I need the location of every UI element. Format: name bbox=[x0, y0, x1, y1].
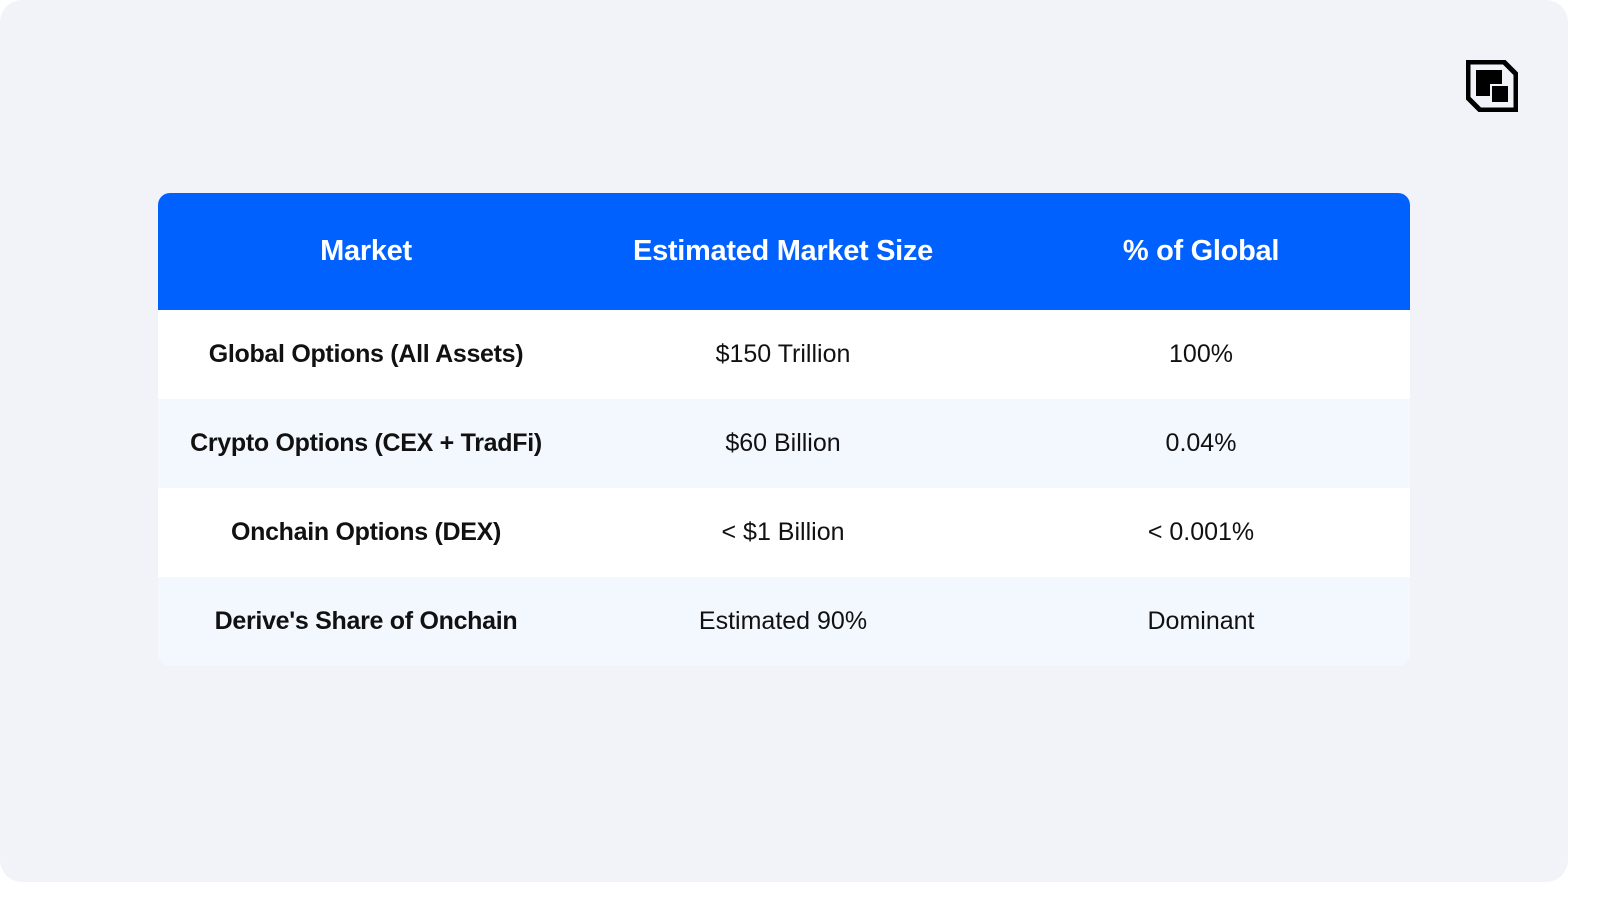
market-size-cell: $60 Billion bbox=[725, 429, 841, 457]
market-size-cell: $150 Trillion bbox=[715, 340, 851, 368]
slide-background: Market Estimated Market Size % of Global… bbox=[0, 0, 1568, 882]
column-header-market: Market bbox=[320, 235, 412, 267]
table-row: Global Options (All Assets) $150 Trillio… bbox=[158, 310, 1410, 399]
column-header-market-size: Estimated Market Size bbox=[633, 235, 933, 267]
column-header-percent-global: % of Global bbox=[1122, 235, 1280, 267]
table-row: Derive's Share of Onchain Estimated 90% … bbox=[158, 577, 1410, 666]
market-name-cell: Crypto Options (CEX + TradFi) bbox=[190, 429, 542, 457]
derive-logo-icon bbox=[1466, 60, 1518, 112]
percent-global-cell: 100% bbox=[1169, 340, 1233, 368]
market-name-cell: Global Options (All Assets) bbox=[208, 340, 524, 368]
percent-global-cell: < 0.001% bbox=[1147, 518, 1255, 546]
percent-global-cell: Dominant bbox=[1147, 607, 1255, 635]
table-row: Crypto Options (CEX + TradFi) $60 Billio… bbox=[158, 399, 1410, 488]
market-table: Market Estimated Market Size % of Global… bbox=[158, 193, 1410, 666]
table-header-row: Market Estimated Market Size % of Global bbox=[158, 193, 1410, 310]
market-size-cell: Estimated 90% bbox=[698, 607, 868, 635]
percent-global-cell: 0.04% bbox=[1165, 429, 1237, 457]
market-name-cell: Derive's Share of Onchain bbox=[214, 607, 518, 635]
table-row: Onchain Options (DEX) < $1 Billion < 0.0… bbox=[158, 488, 1410, 577]
market-size-cell: < $1 Billion bbox=[721, 518, 845, 546]
market-name-cell: Onchain Options (DEX) bbox=[230, 518, 502, 546]
